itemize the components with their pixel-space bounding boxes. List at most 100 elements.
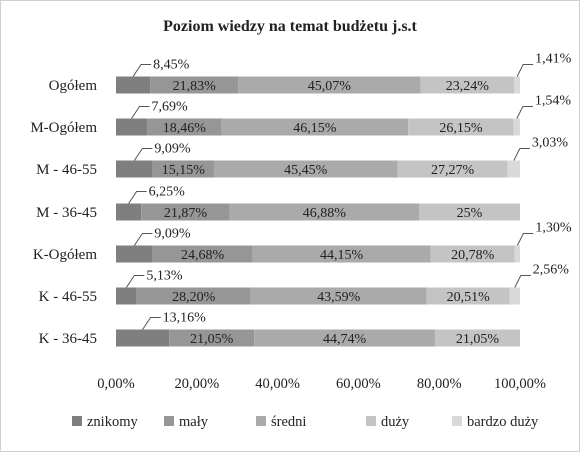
bar-segment <box>152 160 214 178</box>
bar-segment <box>150 76 239 94</box>
callout-label: 1,54% <box>535 94 572 109</box>
callout-line <box>516 64 534 77</box>
bar-value-label: 27,27% <box>431 163 475 178</box>
category-label: Ogółem <box>49 78 98 94</box>
x-axis-ticks: 0,00% 20,00% 40,00% 60,00% 80,00% 100,00% <box>97 376 546 392</box>
bar-segment <box>250 287 427 305</box>
category-label: M-Ogółem <box>30 120 97 136</box>
bar-segment <box>141 203 230 221</box>
chart-title: Poziom wiedzy na temat budżetu j.s.t <box>163 18 417 35</box>
bar-segment <box>252 245 431 263</box>
legend-entry: średni <box>271 414 306 430</box>
bar-value-label: 21,83% <box>173 79 217 94</box>
callout-label: 5,13% <box>146 269 183 284</box>
category-label: M - 46-55 <box>36 162 97 178</box>
bar-value-label: 45,45% <box>284 163 328 178</box>
legend: znikomy mały średni duży bardzo duży <box>72 414 539 430</box>
callout-line <box>514 275 531 288</box>
legend-entry: bardzo duży <box>467 414 539 430</box>
bar-segment <box>116 76 151 94</box>
bar-segment <box>116 118 148 136</box>
bar-segment <box>116 203 142 221</box>
callout-line <box>516 106 533 119</box>
legend-entry: znikomy <box>87 414 138 430</box>
bar-segment <box>169 329 255 347</box>
bar-segment <box>221 118 409 136</box>
bar-value-label: 23,24% <box>446 79 490 94</box>
bar-value-label: 44,15% <box>320 248 364 263</box>
legend-swatch <box>72 416 82 426</box>
bars-group: 21,83% 45,07% 23,24% 18,46% 46,15% 26,15% 15,1… <box>116 76 520 347</box>
legend-swatch <box>164 416 174 426</box>
bar-segment <box>152 245 253 263</box>
callout-line <box>128 191 147 204</box>
x-tick-label: 60,00% <box>336 376 381 392</box>
callout-line <box>142 317 161 330</box>
bar-value-label: 24,68% <box>181 248 225 263</box>
bar-segment <box>213 160 398 178</box>
callout-line <box>132 64 152 77</box>
callout-label: 13,16% <box>163 311 207 326</box>
bar-segment <box>513 118 520 136</box>
callout-line <box>516 233 534 246</box>
legend-swatch <box>452 416 462 426</box>
callout-label: 2,56% <box>533 263 570 278</box>
callout-label: 1,30% <box>535 221 572 236</box>
bar-segment <box>514 245 520 263</box>
bar-segment <box>430 245 515 263</box>
bar-segment <box>507 160 520 178</box>
bar-value-label: 21,05% <box>190 332 234 347</box>
bar-segment <box>254 329 435 347</box>
bar-segment <box>397 160 508 178</box>
bar-value-label: 46,88% <box>303 206 347 221</box>
bar-value-label: 45,07% <box>308 79 352 94</box>
bar-value-label: 15,15% <box>162 163 206 178</box>
legend-entry: mały <box>179 414 209 430</box>
bar-value-label: 43,59% <box>317 290 361 305</box>
callout-line <box>513 148 530 161</box>
bar-value-label: 26,15% <box>439 121 483 136</box>
bar-segment <box>238 76 421 94</box>
bar-value-label: 28,20% <box>172 290 216 305</box>
category-labels: Ogółem M-Ogółem M - 46-55 M - 36-45 K-Ogółem… <box>30 78 97 347</box>
bar-segment <box>408 118 514 136</box>
callout-label: 3,03% <box>532 136 569 151</box>
bar-segment <box>514 76 520 94</box>
bar-segment <box>434 329 520 347</box>
bar-value-label: 21,87% <box>164 206 208 221</box>
x-tick-label: 0,00% <box>97 376 134 392</box>
category-label: K-Ogółem <box>33 247 97 263</box>
x-tick-label: 80,00% <box>417 376 462 392</box>
x-tick-label: 20,00% <box>174 376 219 392</box>
callout-label: 8,45% <box>153 58 190 73</box>
callout-label: 7,69% <box>152 100 189 115</box>
callout-line <box>133 148 153 161</box>
bar-value-label: 18,46% <box>163 121 207 136</box>
bar-segment <box>419 203 520 221</box>
category-label: M - 36-45 <box>36 205 97 221</box>
legend-swatch <box>366 416 376 426</box>
bar-segment <box>116 287 137 305</box>
bar-value-label: 46,15% <box>293 121 337 136</box>
bar-segment <box>116 245 153 263</box>
bar-segment <box>229 203 419 221</box>
bar-value-label: 20,78% <box>451 248 495 263</box>
bar-value-label: 20,51% <box>447 290 491 305</box>
callout-label: 1,41% <box>535 52 572 67</box>
bar-segment <box>147 118 222 136</box>
bar-segment <box>116 160 153 178</box>
legend-entry: duży <box>381 414 410 430</box>
callout-label: 9,09% <box>154 227 191 242</box>
callout-label: 9,09% <box>154 142 191 157</box>
callout-line <box>125 275 145 288</box>
category-label: K - 46-55 <box>39 289 97 305</box>
bar-segment <box>116 329 170 347</box>
callout-line <box>131 106 150 119</box>
bar-value-label: 25% <box>457 206 483 221</box>
bar-value-label: 44,74% <box>323 332 367 347</box>
bar-segment <box>509 287 520 305</box>
callout-line <box>133 233 153 246</box>
